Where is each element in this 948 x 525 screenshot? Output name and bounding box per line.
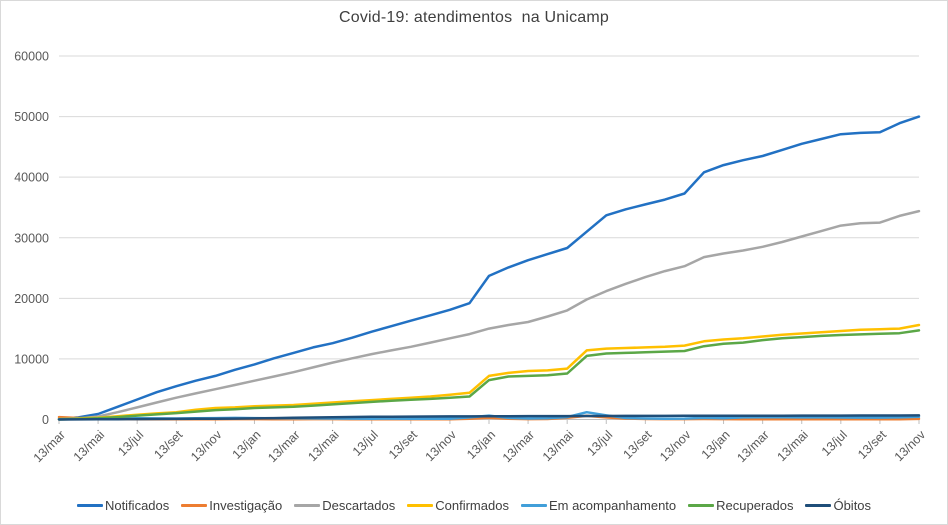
x-axis-tick-label: 13/jan (699, 428, 733, 462)
x-axis-tick-label: 13/mar (31, 428, 68, 465)
legend-label: Investigação (209, 497, 283, 513)
legend-label: Óbitos (833, 497, 872, 513)
x-axis-tick-label: 13/nov (657, 427, 694, 464)
legend-label: Confirmados (435, 497, 509, 513)
x-axis-tick-label: 13/set (855, 427, 889, 461)
legend-label: Descartados (322, 497, 396, 513)
x-axis-tick-label: 13/nov (188, 427, 225, 464)
x-axis-tick-label: 13/mar (500, 428, 537, 465)
legend-swatch-confirmados (407, 503, 434, 507)
y-axis-tick-label: 30000 (14, 231, 49, 245)
chart-legend: Notificados Investigação Descartados Confir… (1, 492, 947, 518)
series-line-obitos (57, 414, 921, 421)
series-line-recuperados (57, 329, 921, 421)
legend-swatch-em-acompanhamento (520, 503, 547, 507)
x-axis-tick-label: 13/set (620, 427, 654, 461)
x-axis-tick-label: 13/nov (892, 427, 929, 464)
x-axis-tick-label: 13/jan (230, 428, 264, 462)
x-axis-tick-label: 13/mai (774, 428, 810, 464)
x-axis-tick-label: 13/nov (423, 427, 460, 464)
legend-swatch-investigacao (181, 503, 208, 507)
x-axis-tick-label: 13/mar (734, 428, 771, 465)
y-axis-tick-label: 20000 (14, 292, 49, 306)
legend-item-obitos: Óbitos (805, 498, 871, 513)
y-axis-tick-label: 60000 (14, 50, 49, 64)
x-axis-tick-label: 13/jul (819, 428, 850, 459)
legend-item-investigacao: Investigação (181, 498, 282, 513)
x-axis-tick-label: 13/mar (265, 428, 302, 465)
x-axis-tick-label: 13/mai (305, 428, 341, 464)
x-axis-tick-label: 13/mai (540, 428, 576, 464)
y-axis-tick-label: 40000 (14, 171, 49, 185)
legend-swatch-descartados (294, 503, 321, 507)
series-line-descartados (57, 209, 921, 421)
y-axis-tick-label: 50000 (14, 110, 49, 124)
y-axis-tick-label: 10000 (14, 352, 49, 366)
x-axis-tick-label: 13/jul (584, 428, 615, 459)
legend-item-recuperados: Recuperados (688, 498, 793, 513)
y-axis-tick-label: 0 (42, 413, 49, 427)
series-line-confirmados (57, 323, 921, 421)
legend-label: Recuperados (716, 497, 794, 513)
legend-item-em-acompanhamento: Em acompanhamento (520, 497, 677, 513)
legend-label: Em acompanhamento (548, 497, 677, 513)
x-axis-tick-label: 13/jul (115, 428, 146, 459)
legend-item-confirmados: Confirmados (407, 498, 509, 513)
x-axis-tick-label: 13/jan (464, 428, 498, 462)
series-line-notificados (57, 115, 921, 421)
legend-label: Notificados (104, 497, 170, 513)
x-axis-tick-label: 13/jul (350, 428, 381, 459)
x-axis-tick-label: 13/mai (71, 428, 107, 464)
legend-item-descartados: Descartados (294, 498, 395, 513)
legend-item-notificados: Notificados (76, 497, 170, 513)
legend-swatch-recuperados (688, 503, 715, 507)
chart-title: Covid-19: atendimentos na Unicamp (338, 9, 610, 26)
legend-swatch-notificados (76, 503, 103, 507)
x-axis-tick-label: 13/set (151, 427, 185, 461)
x-axis-tick-label: 13/set (386, 427, 420, 461)
legend-swatch-obitos (805, 503, 832, 507)
